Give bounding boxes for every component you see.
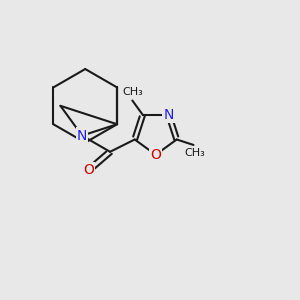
Text: N: N [77,129,87,142]
Text: O: O [83,163,94,177]
Text: N: N [164,108,174,122]
Text: CH₃: CH₃ [184,148,206,158]
Text: CH₃: CH₃ [122,87,143,97]
Text: O: O [150,148,161,162]
